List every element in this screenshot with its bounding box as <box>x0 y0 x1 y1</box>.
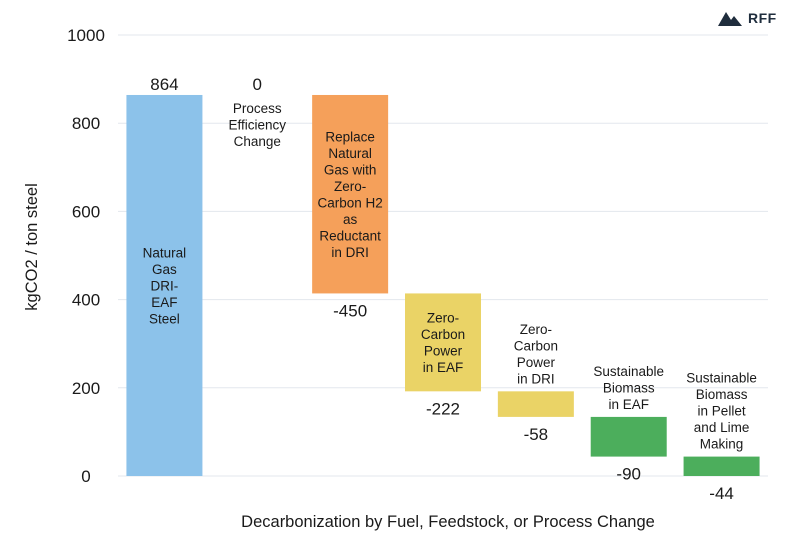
waterfall-bar <box>312 94 389 294</box>
mountain-logo-icon <box>718 12 742 26</box>
bar-category-label: Sustainable <box>593 364 664 379</box>
bar-category-label: in DRI <box>331 245 369 260</box>
y-tick-label: 200 <box>72 379 100 398</box>
bar-category-label: Power <box>424 344 463 359</box>
bar-value-label: 0 <box>253 75 262 94</box>
y-axis-label: kgCO2 / ton steel <box>23 183 41 310</box>
bar-category-label: Zero- <box>334 179 366 194</box>
bar-category-label: Natural <box>328 146 372 161</box>
bar-category-label: and Lime <box>694 420 750 435</box>
bar-category-label: in Pellet <box>698 404 746 419</box>
x-axis-label: Decarbonization by Fuel, Feedstock, or P… <box>241 513 655 531</box>
bar-value-label: -90 <box>616 465 641 484</box>
bar-category-label: Carbon <box>514 338 558 353</box>
bar-category-label: Reductant <box>319 228 381 243</box>
y-tick-label: 1000 <box>67 26 105 45</box>
waterfall-bar <box>126 94 203 476</box>
y-tick-label: 600 <box>72 202 100 221</box>
bar-category-label: Making <box>700 437 744 452</box>
waterfall-bar <box>497 391 574 417</box>
bar-category-label: Natural <box>143 245 187 260</box>
bar-category-label: Steel <box>149 311 180 326</box>
bar-category-label: in DRI <box>517 371 555 386</box>
bar-category-label: in EAF <box>423 360 464 375</box>
bar-category-label: Biomass <box>696 387 748 402</box>
bar-category-label: in EAF <box>608 397 649 412</box>
bar-category-label: Carbon <box>421 327 465 342</box>
y-tick-label: 0 <box>81 467 90 486</box>
bar-value-label: -58 <box>524 425 549 444</box>
bar-category-label: Process <box>233 101 282 116</box>
y-tick-label: 800 <box>72 114 100 133</box>
waterfall-bar <box>590 416 667 457</box>
bar-category-label: Zero- <box>427 311 459 326</box>
bar-category-label: Change <box>234 134 281 149</box>
bar-value-label: -450 <box>333 301 367 320</box>
bar-category-label: EAF <box>151 295 177 310</box>
bar-category-label: DRI- <box>151 278 179 293</box>
bar-category-label: Gas with <box>324 162 377 177</box>
bar-category-label: Efficiency <box>229 117 287 132</box>
bar-value-label: -44 <box>709 484 734 503</box>
bar-value-label: -222 <box>426 399 460 418</box>
bar-category-label: Zero- <box>520 322 552 337</box>
bar-category-label: Biomass <box>603 380 655 395</box>
brand-logo: RFF <box>718 10 777 26</box>
bar-category-label: Power <box>517 355 556 370</box>
brand-name: RFF <box>748 10 777 26</box>
bar-value-label: 864 <box>150 75 178 94</box>
bar-category-label: Replace <box>325 129 375 144</box>
bar-category-label: as <box>343 212 358 227</box>
waterfall-bar <box>405 293 481 392</box>
waterfall-bar <box>683 456 760 476</box>
bar-category-label: Gas <box>152 262 177 277</box>
y-tick-label: 400 <box>72 291 100 310</box>
bar-category-label: Sustainable <box>686 371 757 386</box>
bar-category-label: Carbon H2 <box>317 195 382 210</box>
